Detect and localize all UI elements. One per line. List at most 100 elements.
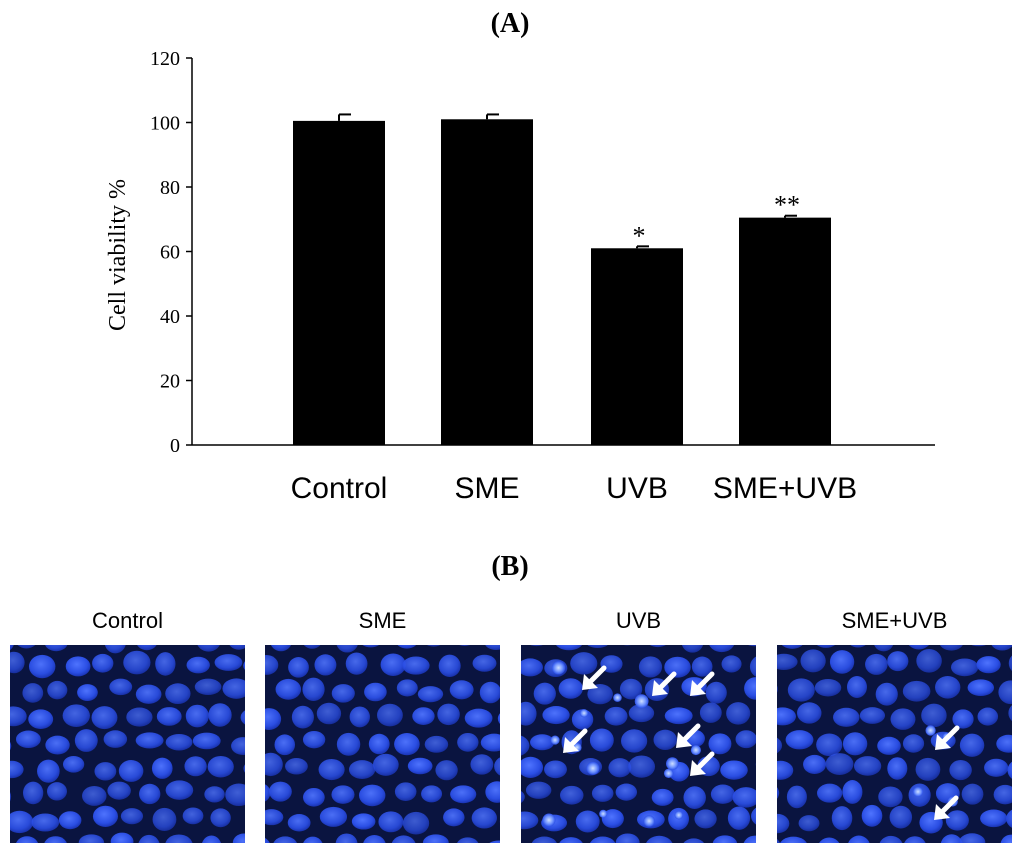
nucleus (17, 645, 36, 649)
nucleus (831, 806, 853, 831)
nucleus (45, 735, 70, 755)
nucleus (530, 645, 543, 647)
nucleus (638, 656, 663, 678)
condensed-nucleus (912, 786, 924, 797)
nucleus (118, 760, 144, 782)
nucleus (28, 654, 56, 679)
nucleus (817, 783, 843, 803)
nucleus (777, 787, 780, 799)
nucleus (135, 684, 162, 704)
arrow-icon (934, 795, 959, 820)
nucleus (628, 755, 656, 778)
nucleus (710, 784, 735, 804)
nucleus (530, 734, 555, 751)
bars-group: *** (293, 113, 831, 446)
nucleus (874, 645, 894, 652)
nucleus (0, 838, 10, 853)
nuclei-group (498, 630, 756, 843)
nucleus (591, 784, 614, 802)
nucleus (74, 729, 98, 752)
nucleus (164, 628, 187, 644)
nucleus (825, 753, 854, 776)
nucleus (464, 708, 493, 728)
nucleus (842, 732, 868, 756)
panel-a-label: (A) (491, 8, 530, 39)
micrograph-control: Control (0, 608, 245, 853)
nucleus (533, 682, 556, 705)
nucleus (1008, 705, 1012, 722)
nucleus (138, 834, 160, 843)
nucleus (287, 814, 311, 832)
nucleus (151, 757, 173, 779)
nucleus (152, 807, 177, 832)
panel-b-label: (B) (491, 551, 528, 582)
nucleus (394, 782, 417, 802)
nucleus (531, 836, 557, 843)
nucleus (590, 836, 616, 843)
nucleus (186, 656, 210, 674)
nucleus (394, 733, 420, 756)
nucleus (62, 704, 90, 728)
nucleus (135, 732, 164, 749)
nucleus (229, 645, 245, 650)
nucleus (664, 656, 691, 678)
nucleus (786, 785, 807, 809)
nucleus (570, 652, 598, 675)
nucleus (735, 730, 756, 749)
nucleus (601, 809, 624, 829)
nucleus (699, 702, 722, 723)
nucleus (726, 702, 751, 725)
nucleus (865, 653, 888, 675)
nucleus (653, 729, 677, 750)
micrograph-label: SME+UVB (842, 608, 948, 633)
nucleus (165, 834, 193, 843)
nucleus (720, 760, 748, 780)
nucleus (498, 630, 521, 652)
nucleus (908, 645, 929, 650)
nucleus (587, 684, 613, 705)
nucleus (935, 675, 961, 699)
nucleus (336, 732, 361, 756)
nucleus (683, 786, 706, 809)
nucleus (777, 760, 794, 780)
nucleus (521, 735, 530, 756)
nucleus (336, 645, 358, 653)
x-tick-label: Control (291, 472, 388, 505)
nucleus (816, 733, 843, 757)
nucleus (777, 839, 781, 843)
nucleus (1000, 834, 1012, 843)
nucleus (709, 645, 735, 653)
nucleus (268, 781, 292, 802)
nucleus (10, 810, 34, 834)
micrograph-uvb: UVB (498, 608, 756, 843)
nucleus (497, 713, 500, 724)
condensed-nucleus (551, 661, 566, 675)
nucleus (46, 782, 67, 801)
nucleus (961, 783, 984, 805)
nucleus (407, 757, 433, 775)
nucleus (743, 835, 756, 843)
nucleus (996, 734, 1012, 753)
nucleus (587, 645, 608, 649)
nucleus (619, 678, 643, 700)
nucleus (998, 680, 1012, 705)
nucleus (1008, 655, 1012, 672)
nucleus (274, 734, 296, 756)
nucleus (589, 728, 614, 752)
nucleus (712, 835, 738, 843)
nucleus (623, 645, 631, 646)
nucleus (682, 645, 704, 653)
nucleus (621, 729, 648, 753)
nucleus (165, 780, 194, 800)
nucleus (10, 741, 12, 751)
nucleus (22, 781, 44, 805)
nucleus (575, 810, 600, 833)
condensed-nucleus (613, 693, 622, 702)
nucleus (971, 645, 986, 647)
nucleus (240, 710, 245, 725)
nucleus (859, 707, 886, 724)
nucleus (331, 785, 355, 804)
nucleus (303, 836, 323, 843)
nucleus (222, 678, 245, 699)
